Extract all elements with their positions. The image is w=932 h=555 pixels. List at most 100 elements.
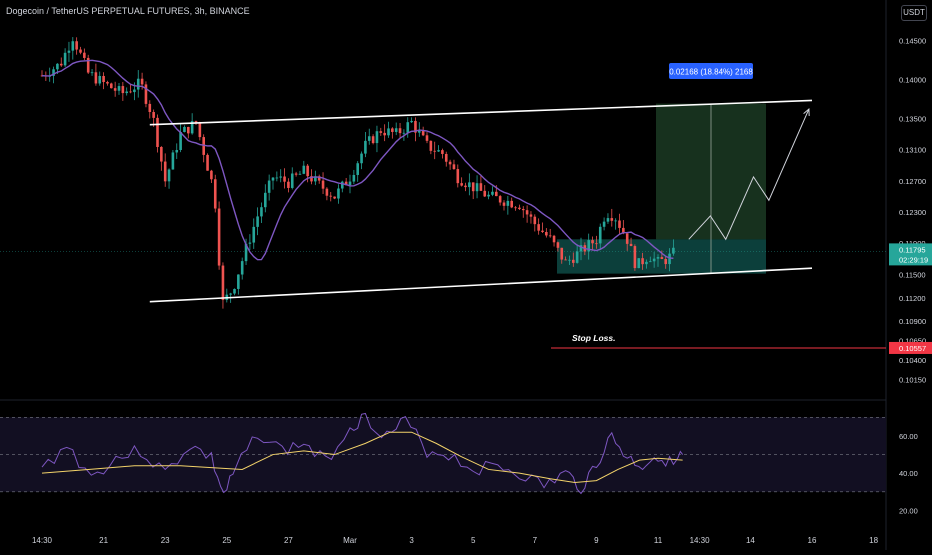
candle-body (275, 177, 279, 179)
time-tick-label: 11 (654, 536, 663, 545)
candle-body (333, 196, 336, 199)
time-tick-label: 9 (594, 536, 599, 545)
candle-body (75, 41, 78, 50)
projection-path[interactable] (688, 108, 810, 241)
time-tick-label: 27 (284, 536, 293, 545)
candle-body (102, 75, 105, 83)
candle-body (587, 240, 590, 252)
candle-body (144, 84, 148, 104)
candle-body (568, 259, 571, 261)
time-tick-label: 3 (409, 536, 414, 545)
channel-lower-line[interactable] (149, 267, 813, 303)
candle-body (433, 150, 436, 152)
candle-body (460, 183, 463, 186)
candle-body (452, 164, 456, 170)
candle-body (163, 161, 167, 182)
candle-body (575, 251, 579, 263)
price-tick-label: 0.14500 (899, 36, 926, 45)
candle-body (244, 243, 248, 262)
candle-body (252, 226, 256, 243)
candle-body (106, 82, 109, 84)
candle-body (79, 49, 82, 53)
candle-body (668, 253, 671, 265)
candle-body (610, 218, 614, 221)
candle-body (256, 216, 259, 227)
candle-body (545, 231, 548, 236)
candle-body (156, 117, 159, 147)
candle-body (133, 89, 136, 93)
candle-body (664, 259, 667, 265)
candle-body (406, 122, 410, 133)
price-tick-label: 0.11200 (899, 294, 926, 303)
candle-body (514, 207, 517, 209)
candle-body (383, 132, 386, 136)
candle-body (418, 130, 421, 133)
candle-body (110, 83, 113, 89)
price-tick-label: 0.10150 (899, 376, 926, 385)
candle-body (233, 288, 236, 294)
candle-body (175, 150, 179, 153)
candle-body (83, 52, 86, 58)
candle-body (290, 173, 294, 188)
candle-body (533, 216, 537, 225)
candle-body (294, 173, 298, 175)
candle-body (283, 176, 286, 182)
candle-body (183, 126, 186, 132)
candle-body (629, 243, 633, 247)
stop-loss-price-label: 0.10557 (899, 344, 926, 353)
candle-body (56, 63, 59, 70)
candle-body (194, 121, 198, 123)
candle-body (267, 180, 271, 193)
candle-body (541, 230, 544, 232)
candle-body (287, 181, 290, 188)
candle-body (98, 75, 102, 84)
time-tick-label: 21 (99, 536, 108, 545)
projection-arrow-head (803, 107, 810, 117)
candle-body (518, 207, 521, 210)
countdown-label: 02:29:19 (899, 255, 928, 264)
candle-body (202, 137, 205, 155)
candle-body (217, 208, 221, 266)
candle-body (591, 240, 594, 244)
last-price-badge (889, 243, 932, 266)
candle-body (360, 153, 363, 164)
candle-body (171, 152, 175, 170)
candle-body (325, 188, 329, 196)
candle-body (302, 165, 306, 174)
candle-body (136, 78, 140, 90)
candle-body (456, 169, 460, 184)
candle-body (63, 52, 67, 66)
candle-body (86, 57, 90, 73)
candle-body (410, 120, 413, 123)
time-tick-label: 5 (471, 536, 476, 545)
candle-body (71, 41, 75, 51)
candle-body (414, 120, 417, 133)
candle-body (441, 150, 444, 154)
candle-body (487, 194, 490, 197)
candle-body (633, 246, 637, 269)
candle-body (579, 245, 583, 252)
candle-body (525, 210, 529, 215)
candle-body (367, 136, 371, 141)
candle-body (398, 128, 402, 134)
candle-body (556, 242, 560, 248)
time-tick-label: 14:30 (690, 536, 711, 545)
candle-body (560, 247, 564, 260)
candle-body (537, 224, 540, 231)
currency-unit-button[interactable]: USDT (901, 5, 927, 21)
candle-body (198, 122, 202, 138)
candle-body (645, 261, 648, 265)
candle-body (140, 78, 144, 85)
candle-body (502, 202, 506, 206)
channel-upper-line[interactable] (149, 99, 813, 126)
chart-title: Dogecoin / TetherUS PERPETUAL FUTURES, 3… (6, 6, 250, 16)
candle-body (298, 173, 302, 175)
candle-body (337, 188, 340, 199)
position-label-badge (669, 63, 753, 79)
candle-body (468, 182, 471, 188)
time-tick-label: 25 (222, 536, 231, 545)
stop-loss-badge (889, 341, 932, 354)
candle-body (598, 226, 602, 244)
